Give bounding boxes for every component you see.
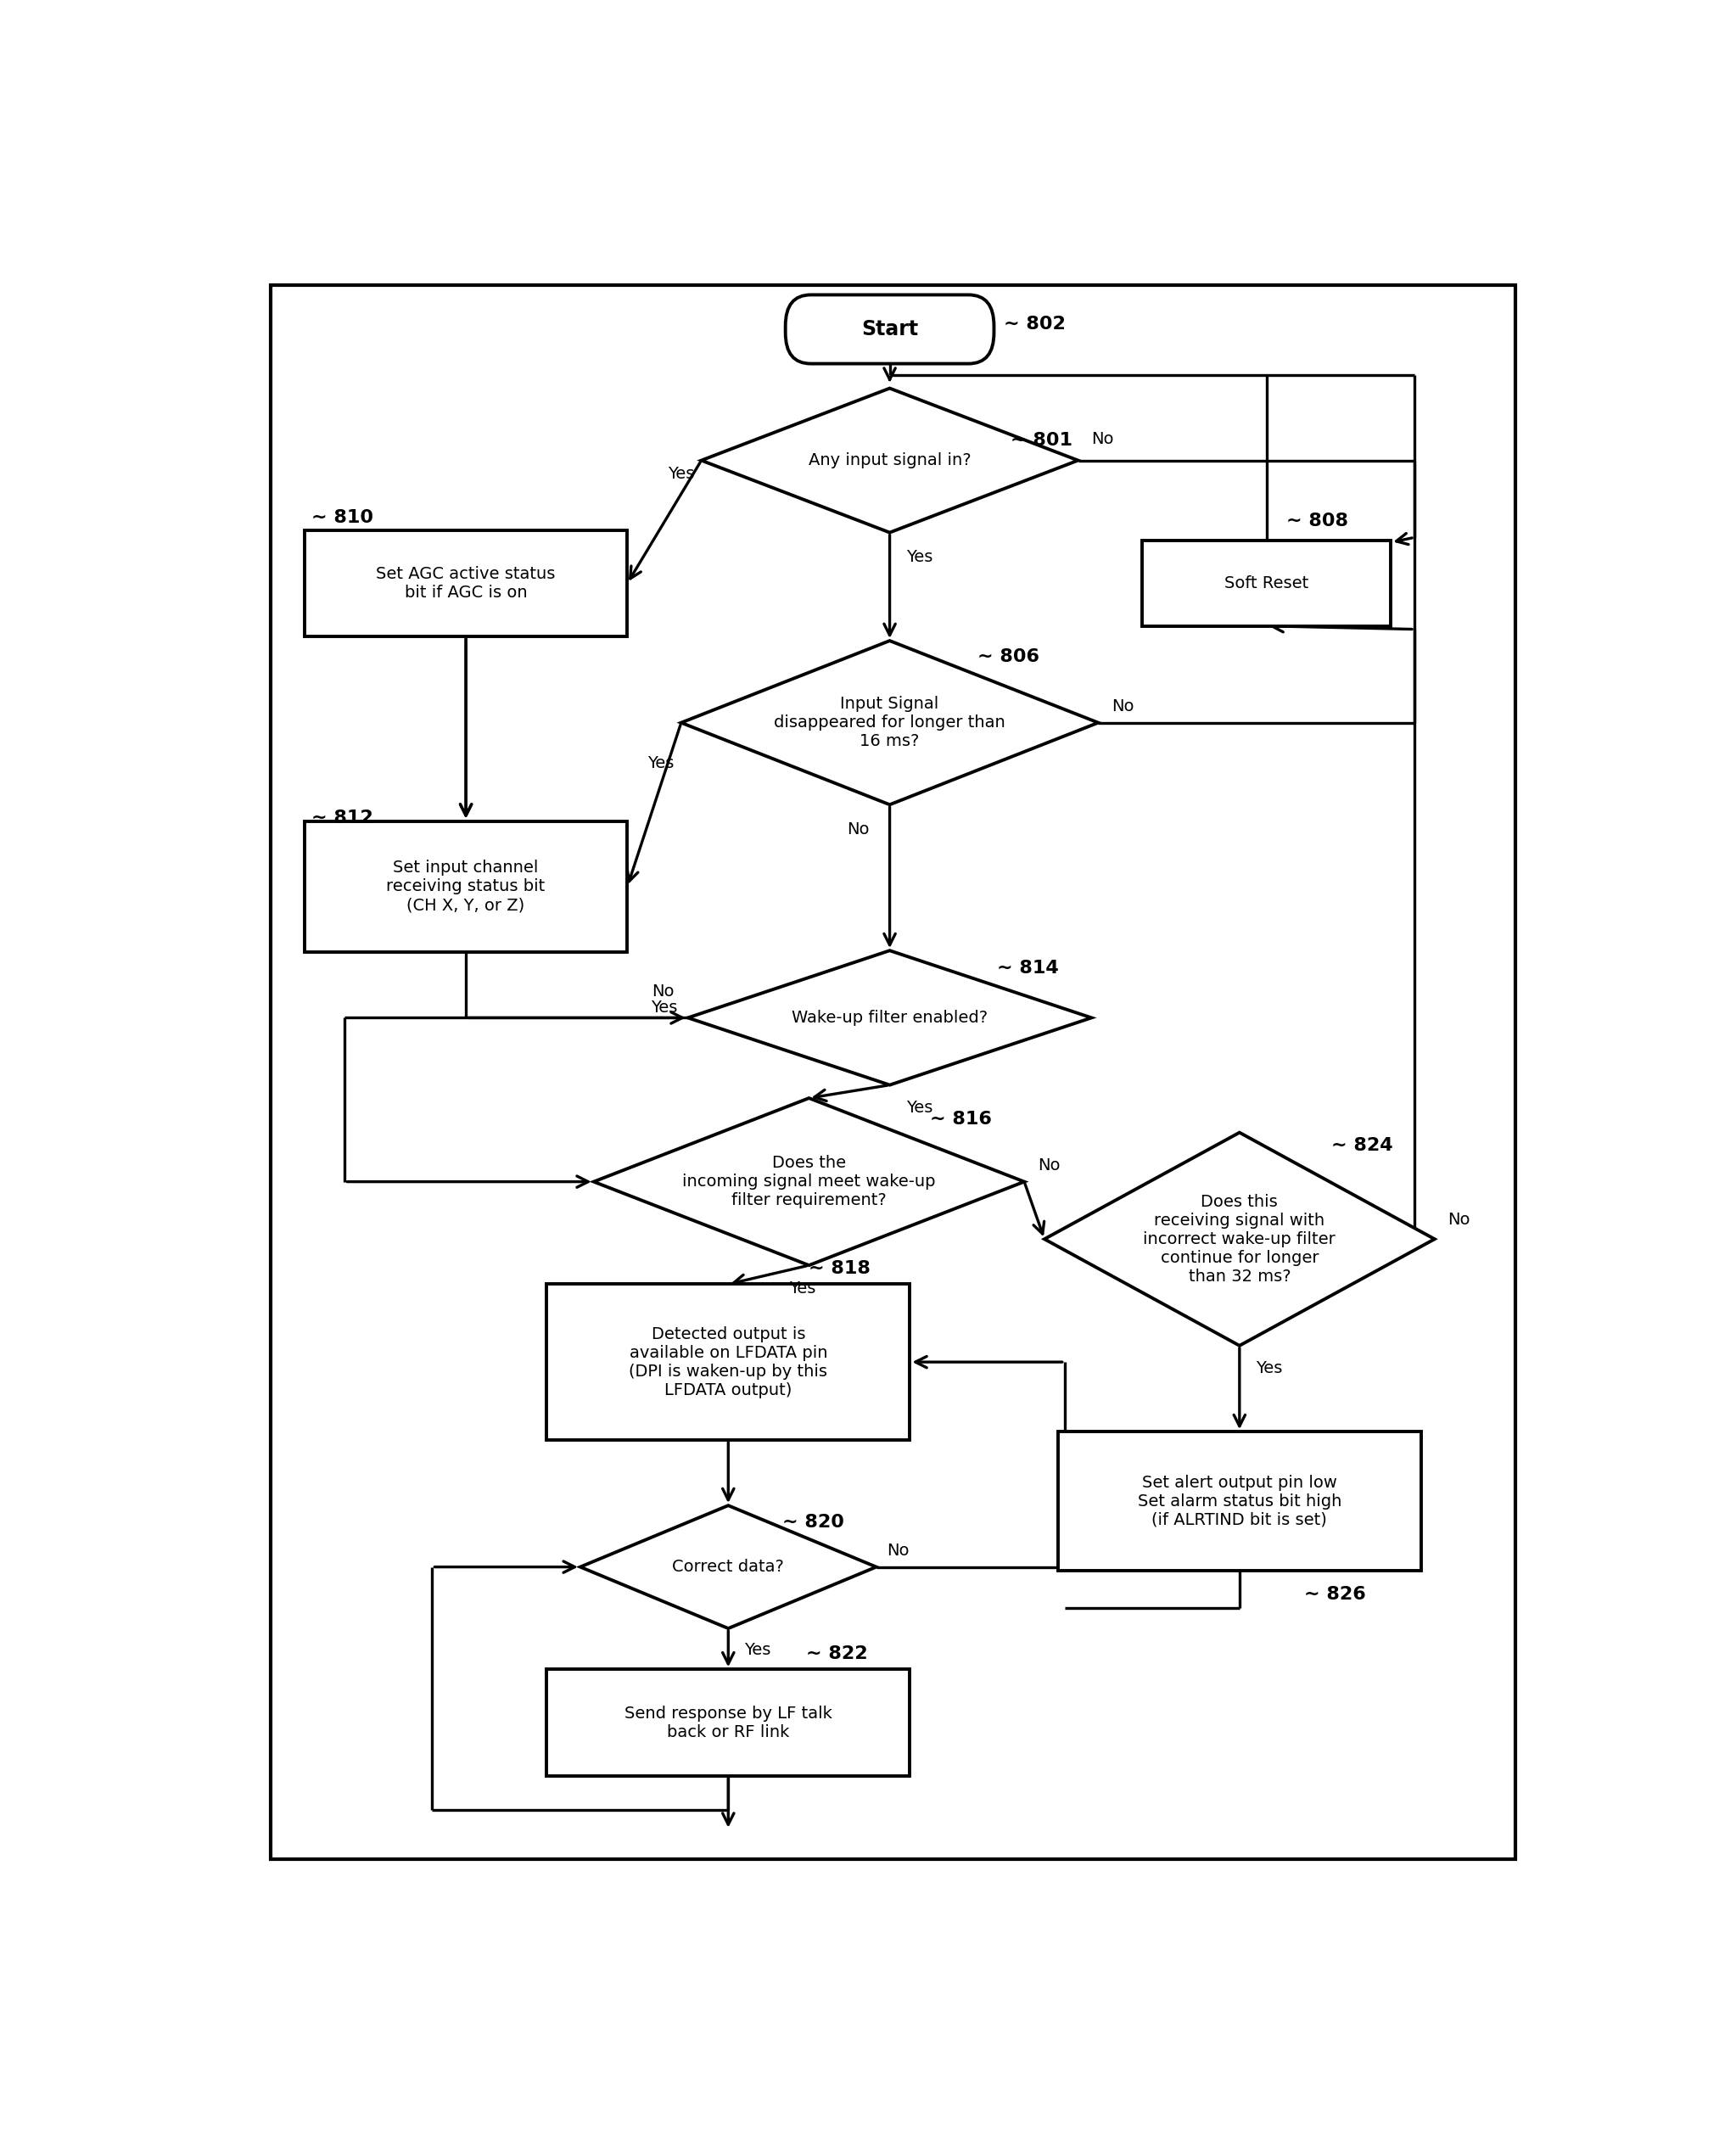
Text: Soft Reset: Soft Reset xyxy=(1224,575,1309,592)
Text: No: No xyxy=(1448,1211,1470,1228)
Text: Does this
receiving signal with
incorrect wake-up filter
continue for longer
tha: Does this receiving signal with incorrec… xyxy=(1144,1194,1335,1284)
Polygon shape xyxy=(687,950,1092,1086)
Text: No: No xyxy=(1111,698,1134,715)
Text: Set alert output pin low
Set alarm status bit high
(if ALRTIND bit is set): Set alert output pin low Set alarm statu… xyxy=(1137,1475,1342,1529)
Polygon shape xyxy=(580,1505,877,1629)
Bar xyxy=(547,1284,910,1439)
Text: Yes: Yes xyxy=(788,1280,816,1297)
Text: Does the
incoming signal meet wake-up
filter requirement?: Does the incoming signal meet wake-up fi… xyxy=(682,1154,936,1209)
Text: Yes: Yes xyxy=(906,549,932,564)
Text: Yes: Yes xyxy=(668,466,694,481)
Polygon shape xyxy=(1045,1133,1434,1346)
Text: Send response by LF talk
back or RF link: Send response by LF talk back or RF link xyxy=(625,1705,832,1739)
Text: Yes: Yes xyxy=(1255,1360,1283,1377)
Text: ∼ 826: ∼ 826 xyxy=(1304,1586,1366,1603)
Text: Set AGC active status
bit if AGC is on: Set AGC active status bit if AGC is on xyxy=(377,566,556,600)
Bar xyxy=(1057,1431,1422,1571)
Text: ∼ 816: ∼ 816 xyxy=(930,1111,991,1128)
Text: Start: Start xyxy=(861,319,918,339)
Text: Yes: Yes xyxy=(745,1641,771,1658)
Bar xyxy=(304,822,627,952)
Text: No: No xyxy=(847,822,870,837)
Text: ∼ 822: ∼ 822 xyxy=(806,1646,868,1663)
Polygon shape xyxy=(681,641,1099,805)
Text: ∼ 801: ∼ 801 xyxy=(1010,432,1073,449)
Polygon shape xyxy=(594,1099,1024,1265)
Text: Yes: Yes xyxy=(651,1001,677,1016)
Text: ∼ 806: ∼ 806 xyxy=(977,649,1040,666)
Text: ∼ 820: ∼ 820 xyxy=(781,1514,844,1531)
Text: ∼ 810: ∼ 810 xyxy=(311,509,373,526)
Text: ∼ 802: ∼ 802 xyxy=(1003,315,1066,332)
Text: Yes: Yes xyxy=(906,1101,932,1116)
Text: Any input signal in?: Any input signal in? xyxy=(809,451,970,468)
Text: ∼ 824: ∼ 824 xyxy=(1332,1137,1392,1154)
Text: ∼ 812: ∼ 812 xyxy=(311,809,373,826)
Text: ∼ 818: ∼ 818 xyxy=(809,1260,871,1277)
Text: Detected output is
available on LFDATA pin
(DPI is waken-up by this
LFDATA outpu: Detected output is available on LFDATA p… xyxy=(628,1326,828,1399)
Bar xyxy=(304,530,627,637)
Text: ∼ 808: ∼ 808 xyxy=(1286,513,1349,530)
Bar xyxy=(547,1669,910,1776)
Text: Correct data?: Correct data? xyxy=(672,1558,785,1575)
Text: Yes: Yes xyxy=(648,756,674,771)
Text: Input Signal
disappeared for longer than
16 ms?: Input Signal disappeared for longer than… xyxy=(774,696,1005,749)
Text: No: No xyxy=(1038,1158,1061,1173)
Text: ∼ 814: ∼ 814 xyxy=(996,960,1059,977)
Text: Wake-up filter enabled?: Wake-up filter enabled? xyxy=(792,1009,988,1026)
Text: No: No xyxy=(653,984,674,1001)
Text: No: No xyxy=(1092,430,1115,447)
FancyBboxPatch shape xyxy=(785,294,995,364)
Text: No: No xyxy=(887,1544,910,1558)
Bar xyxy=(1142,541,1391,626)
Text: Set input channel
receiving status bit
(CH X, Y, or Z): Set input channel receiving status bit (… xyxy=(387,860,545,913)
Polygon shape xyxy=(701,387,1078,532)
